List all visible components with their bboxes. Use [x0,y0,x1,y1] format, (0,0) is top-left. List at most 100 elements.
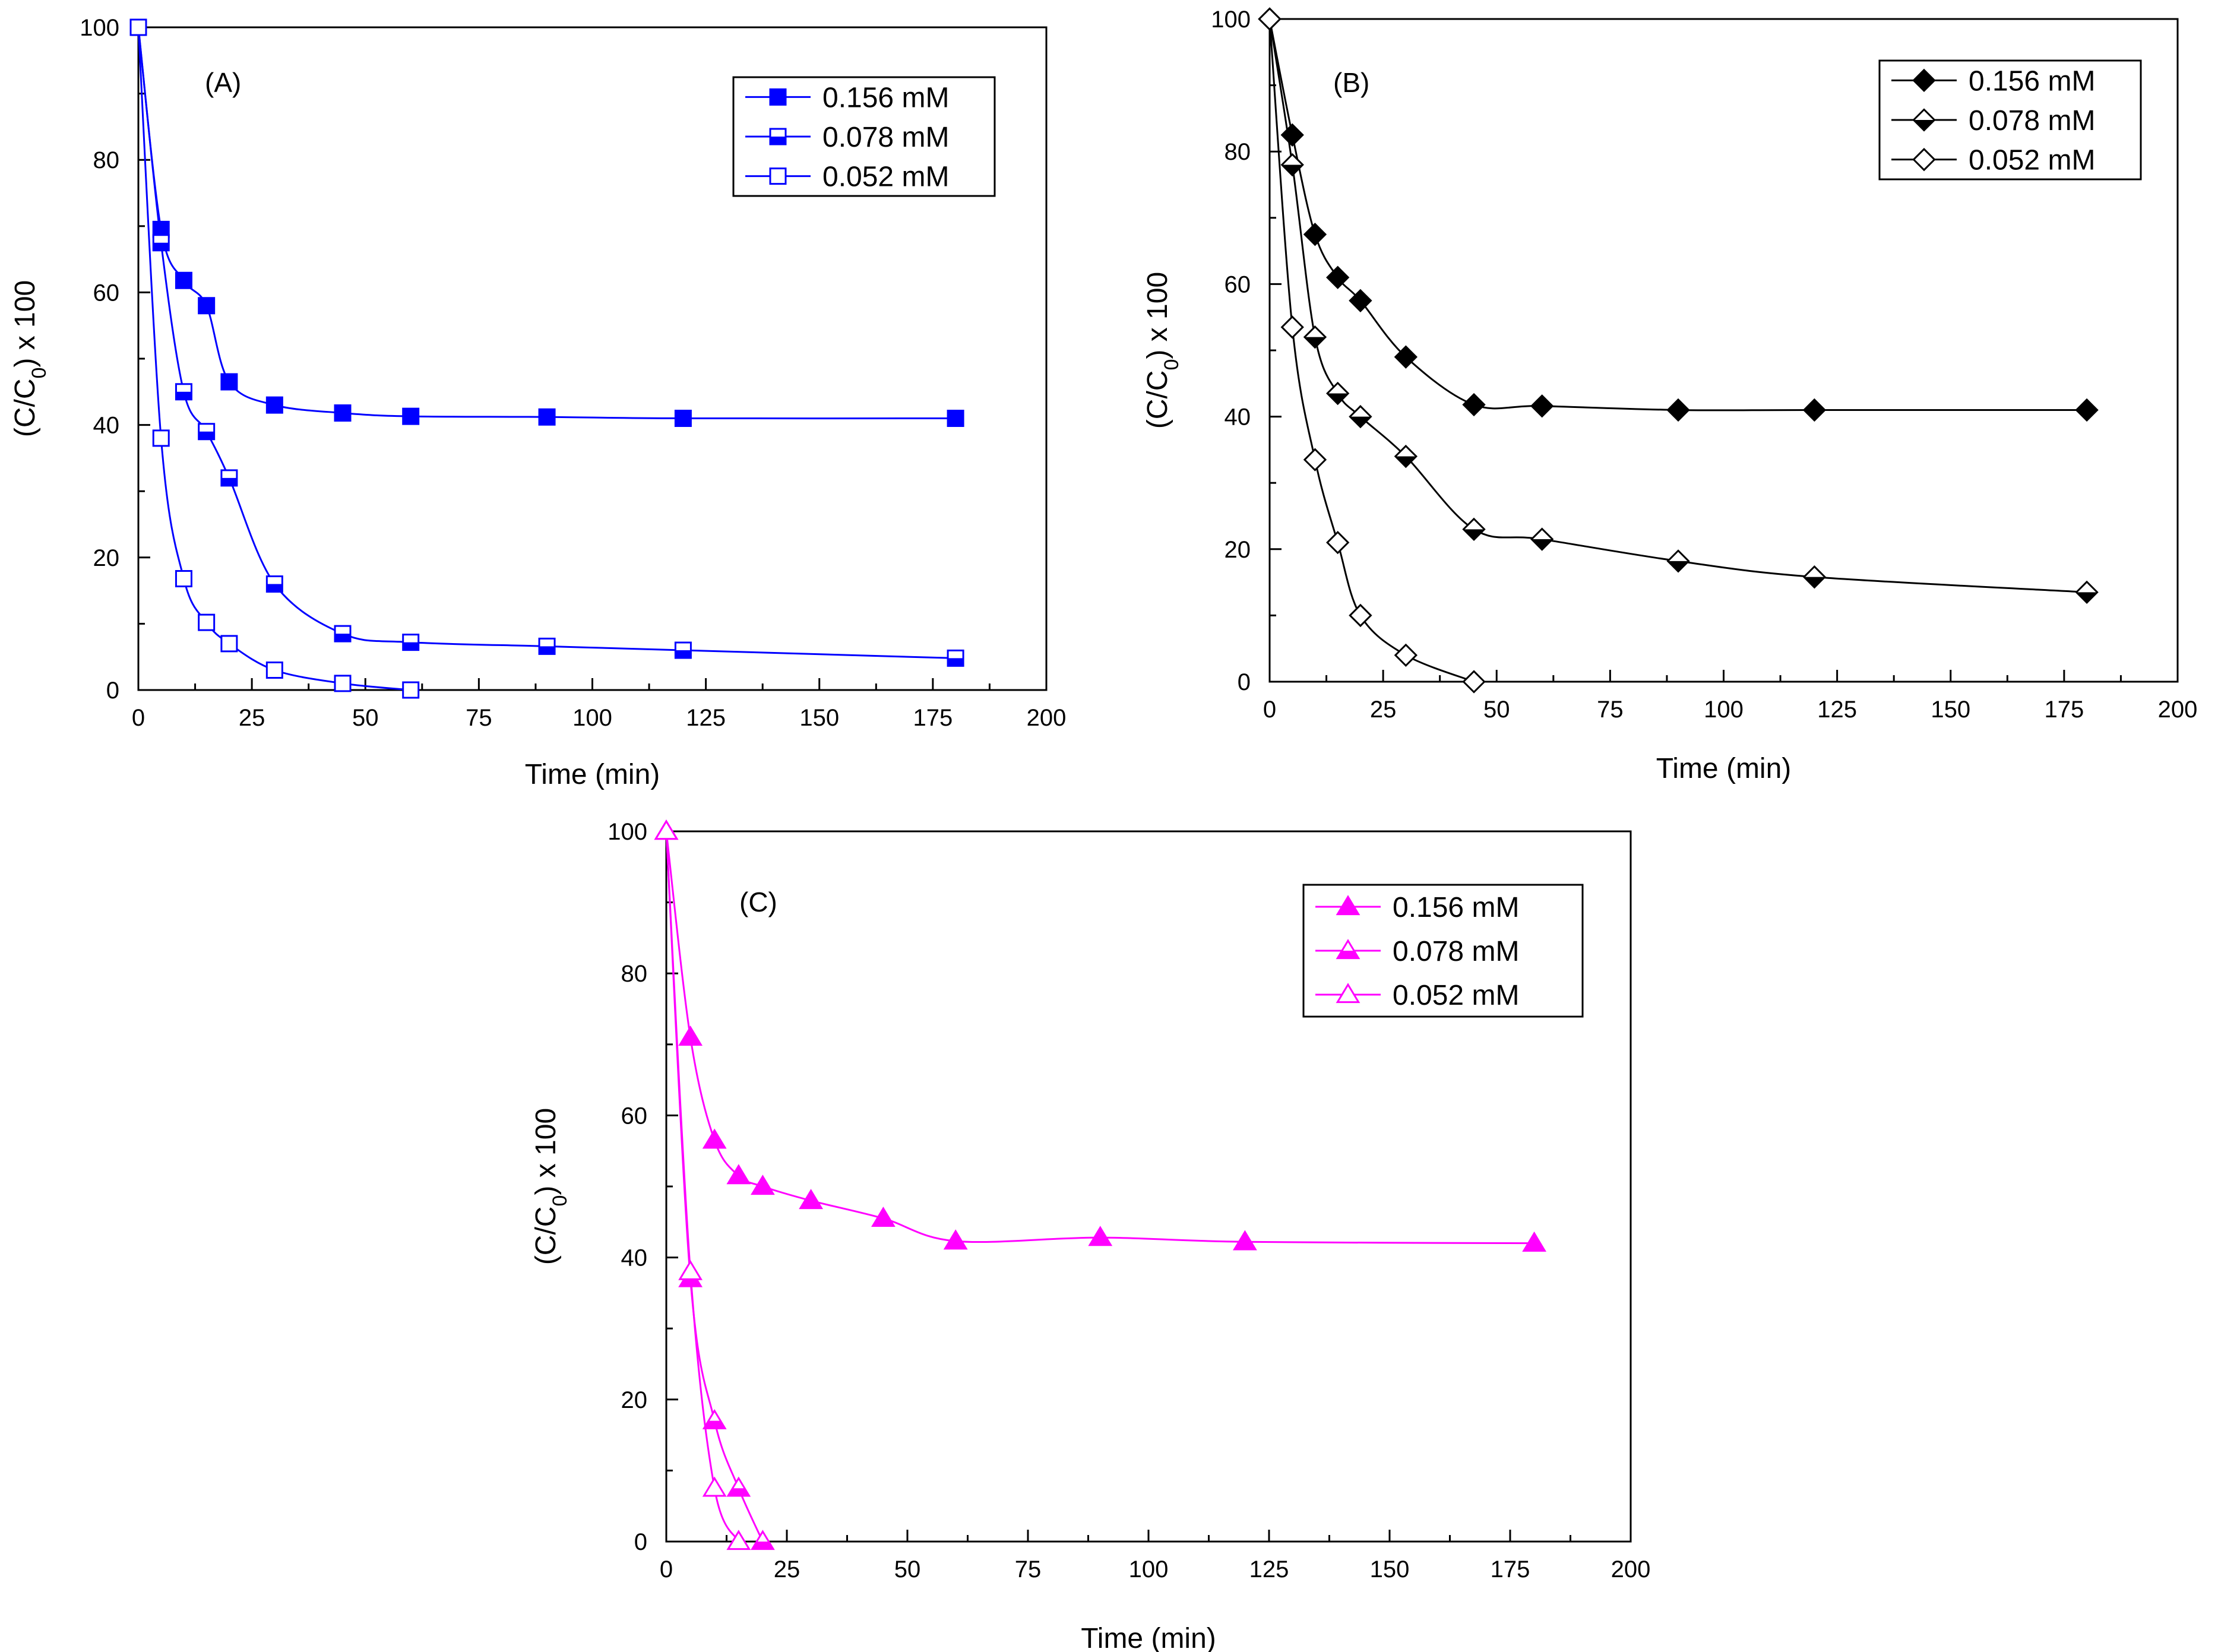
data-point [1280,315,1304,339]
data-point-half-fill [1395,456,1416,467]
data-point-half-fill [752,1542,774,1549]
data-point-half-fill [1350,416,1371,428]
panel-label: (C) [739,887,777,917]
legend-marker [769,167,787,185]
x-tick-label: 25 [239,705,265,731]
panel-c: 0 25 50 75 100 125 150 175 200 0 20 40 60 80 100 Time (… [530,819,1650,1652]
legend-marker [1912,68,1936,93]
data-point [265,396,283,414]
data-point-shape [1233,1230,1257,1251]
data-point-shape [1462,393,1486,417]
y-axis-title-subscript: 0 [28,368,50,379]
y-tick-label: 80 [93,147,120,173]
data-point [702,1128,727,1149]
data-point-shape [1530,394,1554,418]
data-point-shape [198,297,216,315]
data-point [1349,603,1372,628]
data-point [198,297,216,315]
y-tick-label: 40 [1225,404,1251,431]
data-point [175,383,192,401]
y-axis-title-subscript: 0 [549,1195,571,1207]
data-point-half-fill [176,391,192,400]
data-point-shape [152,429,170,447]
data-point-shape [943,1229,968,1250]
data-point-shape [402,407,420,425]
data-point-shape [1088,1226,1113,1246]
data-point-shape [220,635,238,653]
x-tick-label: 175 [913,705,953,731]
data-point [1349,404,1372,429]
data-point-shape [175,271,192,289]
data-point [402,407,420,425]
x-tick-label: 200 [2158,697,2198,723]
series-line [1268,18,2087,412]
data-point-half-fill [1282,164,1303,176]
x-tick-label: 100 [1704,697,1744,723]
data-point-half-fill [335,634,351,642]
data-point [334,404,352,422]
y-tick-label: 60 [93,280,120,306]
legend-marker-shape [1336,983,1360,1004]
data-point-shape [702,1476,727,1497]
panel-a: 0 25 50 75 100 125 150 175 200 0 20 40 60 80 100 Time (… [10,15,1066,790]
data-point-shape [1326,265,1350,289]
legend: 0.156 mM 0.078 mM 0.052 mM [732,76,996,197]
data-point-half-fill [1668,561,1689,572]
legend-marker [1336,895,1360,916]
data-point [1280,123,1304,147]
data-point-shape [1666,398,1690,422]
x-tick-label: 50 [352,705,379,731]
data-point-shape [1303,223,1327,246]
data-point [1326,530,1350,555]
legend-marker-shape [1912,68,1936,93]
data-point-half-fill [221,477,237,486]
y-tick-label: 20 [621,1387,648,1413]
data-point [1326,381,1350,406]
data-point-half-fill [1463,529,1485,540]
x-tick-label: 125 [686,705,726,731]
data-point [1530,527,1554,551]
data-point [1088,1226,1113,1246]
data-point [265,662,283,679]
data-point [1326,265,1350,289]
series-0-078-mM [129,18,964,667]
data-point-half-fill [704,1420,725,1429]
y-tick-label: 60 [621,1103,648,1129]
data-point-half-fill [728,1488,749,1496]
legend-marker-half-fill [1337,951,1359,958]
y-axis-title-tail: ) x 100 [1142,272,1173,359]
x-tick-label: 0 [660,1556,673,1583]
data-point-half-fill [675,650,691,659]
series-line [137,27,956,659]
legend-marker [1336,983,1360,1004]
legend-marker-shape [769,167,787,185]
data-point [1394,643,1418,667]
data-point-half-fill [153,242,169,251]
data-point-shape [726,1164,751,1185]
legend-label: 0.052 mM [1969,145,2095,176]
series-0-052-mM [129,18,420,699]
x-tick-label: 75 [1015,1556,1042,1583]
x-tick-label: 50 [894,1556,921,1583]
data-point-shape [799,1189,823,1210]
legend-marker-half-fill [1913,120,1935,131]
y-tick-label: 100 [80,15,119,41]
data-point [751,1530,775,1550]
data-point-half-fill [198,431,214,439]
data-point-shape [871,1207,896,1227]
data-point [2075,580,2099,605]
data-point-shape [947,409,964,427]
data-point-shape [1303,448,1327,471]
legend-marker [769,88,787,106]
series-line [1268,18,1475,683]
x-tick-label: 125 [1249,1556,1289,1583]
data-point-shape [1280,123,1304,147]
y-tick-label: 100 [608,819,647,845]
data-point [1258,7,1282,31]
y-tick-label: 20 [93,545,120,571]
legend-marker-shape [1336,895,1360,916]
series-line [665,831,740,1542]
data-point [402,634,420,651]
legend-label: 0.078 mM [822,122,949,153]
